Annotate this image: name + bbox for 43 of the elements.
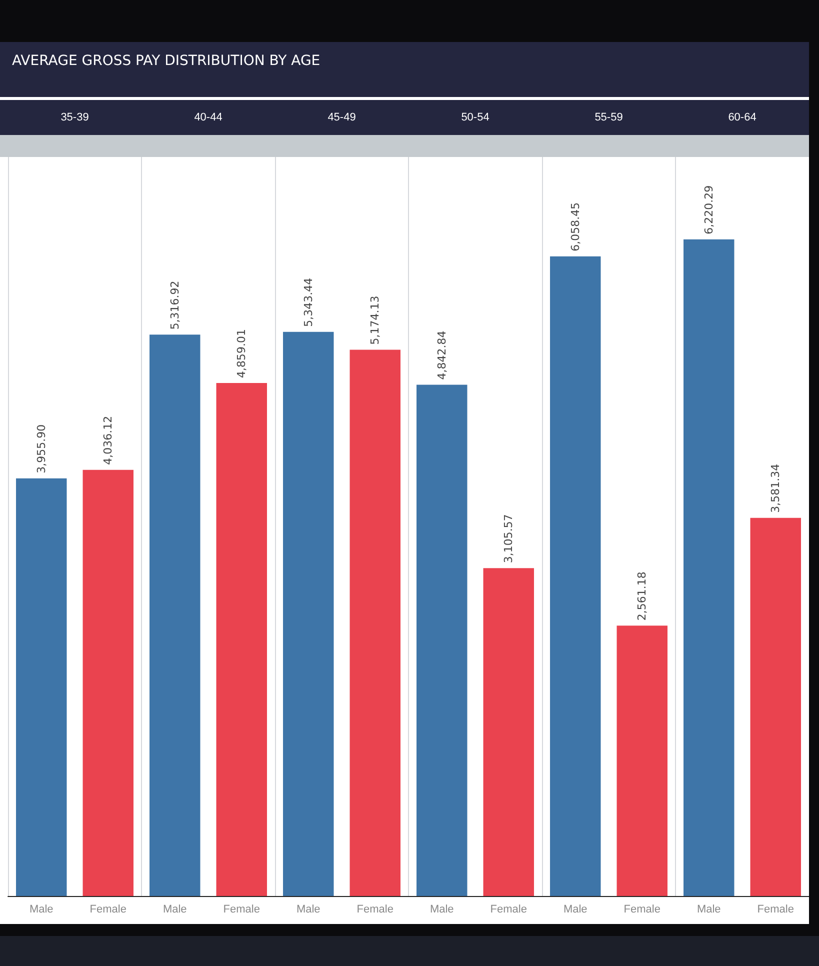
data-label: 3,581.34: [769, 464, 782, 513]
bar: [416, 384, 468, 896]
data-label: 5,174.13: [368, 296, 382, 345]
x-tick-label: 55-59: [594, 112, 623, 124]
data-label: 4,842.84: [435, 330, 448, 380]
data-label: 3,105.57: [502, 514, 516, 564]
x-tick-label: 50-54: [461, 112, 490, 124]
data-label: 3,955.90: [34, 424, 48, 474]
bar: [283, 332, 334, 896]
bar: [483, 568, 534, 896]
data-label: 2,561.18: [636, 572, 649, 621]
text: Male: [162, 904, 187, 916]
text: Male: [296, 904, 320, 916]
bar: [616, 626, 668, 896]
data-label: 5,343.44: [302, 278, 315, 327]
text: Female: [223, 904, 260, 916]
series-label: Female: [90, 904, 126, 916]
bar: [684, 239, 734, 896]
x-tick-label: 60-64: [728, 112, 756, 124]
x-tick-label: 35-39: [60, 112, 89, 124]
bar: [82, 470, 134, 896]
data-label: 5,316.92: [168, 280, 182, 330]
text: Male: [563, 904, 588, 916]
chart-title: AVERAGE GROSS PAY DISTRIBUTION BY AGE: [0, 42, 809, 97]
x-tick-label: 40-44: [194, 112, 222, 124]
text: Female: [624, 904, 660, 916]
data-label: 6,058.45: [568, 202, 582, 252]
series-label: Male: [29, 904, 54, 916]
data-label: 6,220.29: [702, 185, 716, 234]
data-label: 4,859.01: [235, 329, 248, 378]
bar: [16, 478, 67, 896]
text: Male: [430, 904, 454, 916]
bar: [350, 350, 400, 896]
bar: [150, 334, 200, 896]
x-tick-label: 45-49: [328, 112, 356, 124]
bar: [216, 383, 267, 896]
text: Female: [356, 904, 394, 916]
bar: [750, 518, 801, 896]
text: Female: [490, 904, 527, 916]
data-label: 4,036.12: [102, 416, 115, 465]
text: Female: [757, 904, 794, 916]
bar: [550, 256, 601, 896]
text: Male: [696, 904, 721, 916]
